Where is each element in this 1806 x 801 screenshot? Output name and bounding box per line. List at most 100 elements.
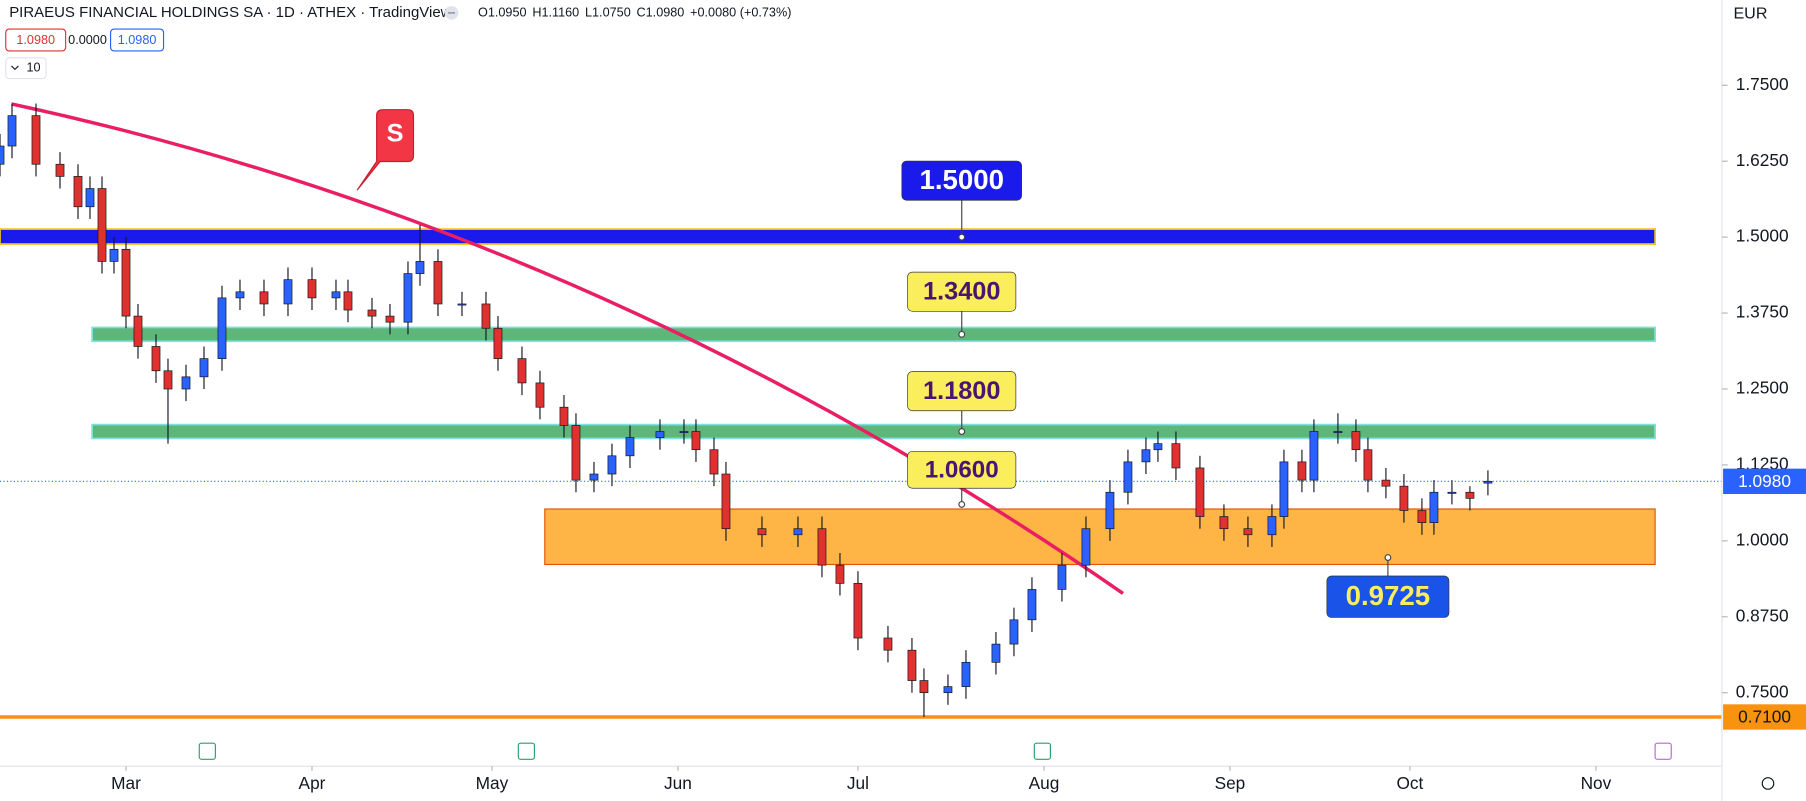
support-label: 0.7100 [1738, 707, 1791, 727]
candle-body [1267, 516, 1277, 536]
candle-body [571, 425, 581, 481]
candle-body [403, 273, 413, 323]
currency[interactable]: EUR [1733, 4, 1767, 22]
candle-body [1363, 449, 1373, 481]
ohlc-value: C1.0980 [637, 5, 685, 19]
candle-body [625, 437, 635, 457]
chevron [11, 65, 19, 71]
x-tick-label: Sep [1215, 773, 1246, 793]
zones [0, 228, 1806, 719]
candle-body [517, 358, 527, 384]
event-markers [198, 742, 1672, 760]
annotation-box[interactable] [1326, 575, 1450, 618]
x-tick-label: Mar [111, 773, 141, 793]
price-box-value: 1.0980 [118, 33, 157, 47]
indicator-value: 10 [26, 61, 40, 75]
axes: 0.7500 0.8750 1.0000 1.1250 1.2500 1.3750 1.50… [111, 74, 1806, 793]
earnings-marker[interactable] [517, 742, 536, 760]
candle-body [709, 449, 719, 475]
y-tick-label: 1.1250 [1736, 453, 1789, 473]
candle-body [589, 473, 599, 481]
candle-body [0, 145, 5, 165]
candle-body [1297, 461, 1307, 481]
chart-title: PIRAEUS FINANCIAL HOLDINGS SA · 1D · ATH… [9, 4, 451, 21]
candle-body [535, 382, 545, 408]
candle-body [943, 686, 953, 694]
candles [0, 103, 1493, 717]
candle-body [853, 583, 863, 639]
y-tick-label: 1.3750 [1736, 302, 1789, 322]
candle-body [385, 315, 395, 323]
candle-body [217, 297, 227, 359]
candle-body [1429, 491, 1439, 523]
y-tick-label: 1.5000 [1736, 226, 1789, 246]
candle-body [919, 680, 929, 694]
annotation-box[interactable] [907, 271, 1017, 312]
y-tick-label: 1.2500 [1736, 378, 1789, 398]
candle-body [1057, 564, 1067, 590]
price-box[interactable] [109, 28, 165, 52]
candle-body [1153, 443, 1163, 451]
x-tick-label: Nov [1581, 773, 1612, 793]
earnings-marker[interactable] [198, 742, 216, 760]
trend-curve [11, 102, 1124, 595]
price-box[interactable] [5, 28, 67, 52]
candle-body [163, 370, 173, 390]
annotation-box[interactable] [901, 160, 1022, 201]
candle-body [1465, 491, 1475, 499]
x-tick-label: May [476, 773, 509, 793]
candle-body [31, 115, 41, 165]
earnings-marker[interactable] [1654, 742, 1672, 760]
price-boxes: 1.0980 0.0000 1.0980 [5, 28, 165, 52]
candle-body [817, 528, 827, 566]
candle-body [757, 528, 767, 536]
signal-marker: S [356, 109, 415, 191]
level-band [91, 423, 1656, 440]
candle-body [1195, 467, 1205, 517]
candle-body [235, 291, 245, 299]
annotation-box[interactable] [907, 451, 1017, 489]
annotation-box[interactable] [907, 371, 1017, 412]
candle-body [1279, 461, 1289, 517]
candle-body [1381, 479, 1391, 487]
x-tick-label: Aug [1029, 773, 1060, 793]
candle-body [97, 188, 107, 262]
candle-body [73, 176, 83, 208]
settings-icon[interactable] [1761, 777, 1775, 790]
indicator-box[interactable] [5, 57, 47, 80]
candle-body [1309, 431, 1319, 481]
candle-body [1105, 491, 1115, 530]
candle-body [151, 346, 161, 372]
earnings-marker[interactable] [1033, 742, 1052, 760]
candle-body [679, 431, 689, 434]
candle-body [1027, 589, 1037, 621]
candle-body [883, 637, 893, 651]
candle-body [1219, 516, 1229, 530]
candle-body [199, 358, 209, 378]
y-tick-label: 1.7500 [1736, 74, 1789, 94]
candle-body [343, 291, 353, 311]
candle-body [7, 115, 17, 147]
candle-body [907, 649, 917, 681]
y-tick-label: 1.0000 [1736, 529, 1789, 549]
candle-body [307, 279, 317, 299]
ohlc-value: +0.0080 (+0.73%) [690, 5, 791, 19]
candle-body [367, 309, 377, 317]
candle-body [1123, 461, 1133, 493]
candle-body [1351, 431, 1361, 451]
candle-body [1333, 431, 1343, 434]
candle-body [1243, 528, 1253, 536]
annotation-label: 1.1800 [923, 377, 1000, 405]
annotation-anchor [958, 500, 966, 508]
last-price-label: 1.0980 [1738, 471, 1791, 491]
y-tick-label: 0.7500 [1736, 681, 1789, 701]
candle-body [691, 431, 701, 451]
candle-body [331, 291, 341, 299]
ohlc-value: L1.0750 [585, 5, 631, 19]
candle-body [1009, 619, 1019, 645]
candle-body [493, 327, 503, 359]
candle-body [133, 315, 143, 347]
candle-body [1447, 491, 1457, 494]
candle-body [85, 188, 95, 208]
annotation-label: 1.5000 [919, 164, 1004, 195]
